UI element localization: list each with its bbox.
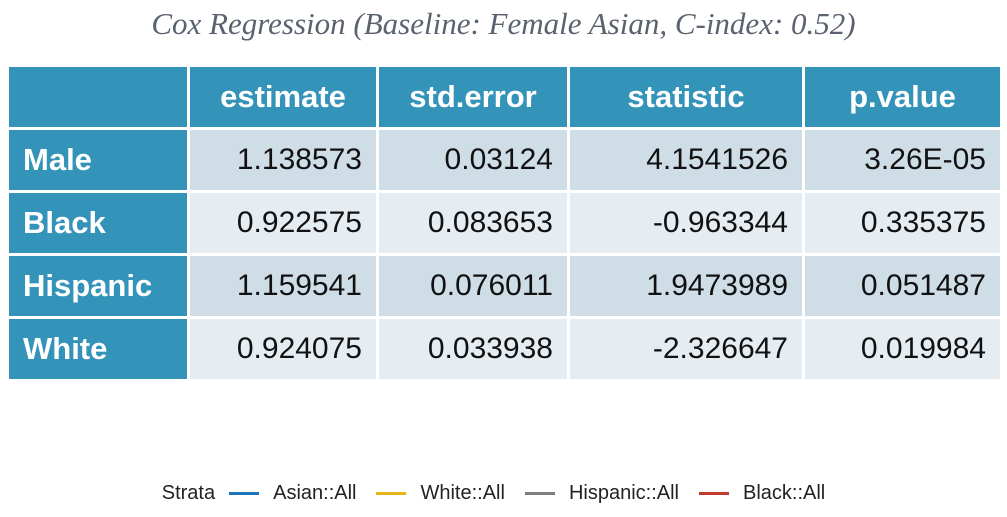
table-cell: 1.9473989 [570, 256, 802, 316]
legend-label: Black::All [743, 482, 826, 504]
row-label: Black [9, 193, 187, 253]
table-row: Hispanic 1.159541 0.076011 1.9473989 0.0… [9, 256, 1000, 316]
legend-label: Asian::All [273, 482, 357, 504]
table-cell: 0.335375 [805, 193, 1000, 253]
legend-item-white: White::All [376, 482, 505, 505]
column-header: statistic [570, 67, 802, 127]
table-cell: -2.326647 [570, 319, 802, 379]
legend-item-asian: Asian::All [229, 482, 356, 505]
row-label: Male [9, 130, 187, 190]
legend-title: Strata [161, 482, 216, 504]
legend-label: White::All [420, 482, 505, 504]
table-cell: 0.922575 [190, 193, 376, 253]
table-row: Male 1.138573 0.03124 4.1541526 3.26E-05 [9, 130, 1000, 190]
table-cell: 1.138573 [190, 130, 376, 190]
table-cell: -0.963344 [570, 193, 802, 253]
legend-swatch [376, 492, 407, 495]
column-header: p.value [805, 67, 1000, 127]
table-cell: 0.033938 [379, 319, 567, 379]
legend-swatch [229, 492, 260, 495]
column-header: std.error [379, 67, 567, 127]
corner-cell [9, 67, 187, 127]
legend-swatch [699, 492, 729, 495]
header-row: estimate std.error statistic p.value [9, 67, 1000, 127]
table-cell: 0.924075 [190, 319, 376, 379]
legend-label: Hispanic::All [568, 482, 679, 504]
legend-item-black: Black::All [699, 482, 825, 505]
chart-title: Cox Regression (Baseline: Female Asian, … [151, 6, 856, 41]
table-row: White 0.924075 0.033938 -2.326647 0.0199… [9, 319, 1000, 379]
table-row: Black 0.922575 0.083653 -0.963344 0.3353… [9, 193, 1000, 253]
legend-swatch [524, 492, 555, 495]
table-cell: 0.083653 [379, 193, 567, 253]
table-cell: 0.019984 [805, 319, 1000, 379]
table-cell: 4.1541526 [570, 130, 802, 190]
table-cell: 0.076011 [379, 256, 567, 316]
row-label: Hispanic [9, 256, 187, 316]
legend: Strata Asian::All White::All Hispanic::A… [0, 482, 1007, 505]
legend-item-hispanic: Hispanic::All [524, 482, 679, 505]
table-cell: 3.26E-05 [805, 130, 1000, 190]
table-cell: 0.051487 [805, 256, 1000, 316]
table-cell: 0.03124 [379, 130, 567, 190]
column-header: estimate [190, 67, 376, 127]
row-label: White [9, 319, 187, 379]
table-cell: 1.159541 [190, 256, 376, 316]
regression-table: estimate std.error statistic p.value Mal… [6, 64, 1003, 382]
